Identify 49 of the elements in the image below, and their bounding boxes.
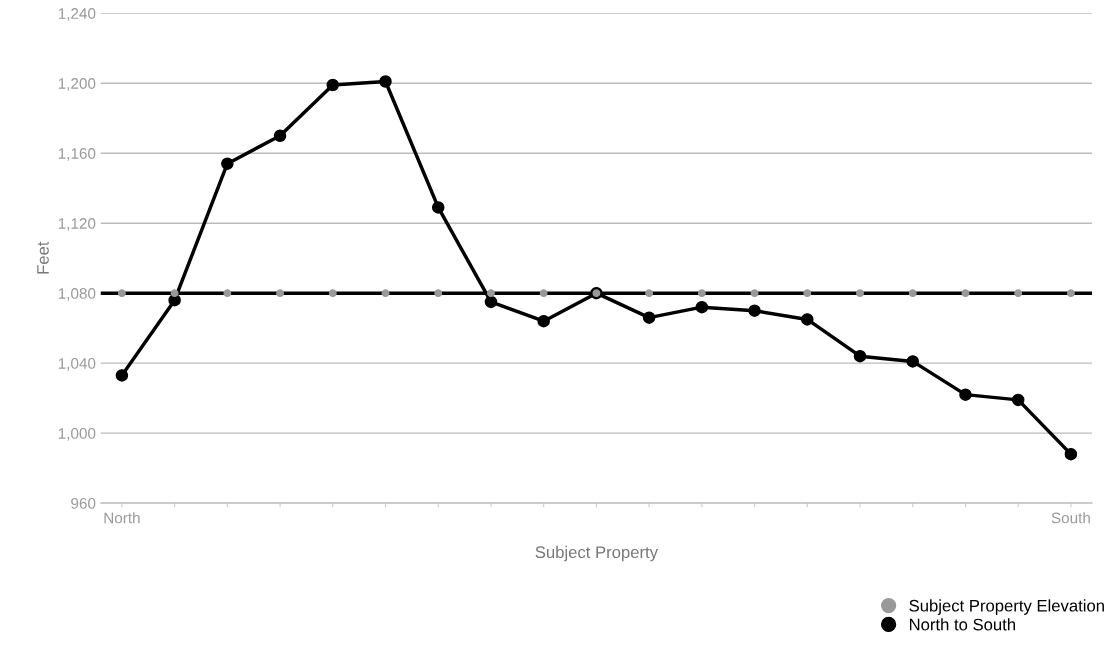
point (484, 295, 498, 309)
point (908, 289, 917, 298)
point (801, 313, 814, 326)
point (273, 129, 287, 142)
point (1066, 289, 1075, 298)
point (115, 369, 129, 382)
x-tick-label: North (104, 512, 140, 524)
point (487, 289, 495, 298)
point (276, 289, 285, 298)
point (1064, 447, 1078, 461)
point (326, 78, 340, 92)
y-tick-label: 1,000 (58, 428, 96, 441)
y-tick-label: 960 (71, 497, 96, 509)
legend-label: Subject Property Elevation (909, 599, 1104, 615)
point (697, 289, 706, 298)
point (434, 289, 443, 298)
point (117, 289, 126, 298)
point (856, 289, 864, 298)
point (750, 289, 759, 298)
point (642, 311, 656, 324)
point (539, 289, 548, 298)
point (170, 289, 179, 298)
point (748, 304, 761, 317)
point (645, 289, 654, 298)
point (328, 289, 337, 298)
x-tick-label: South (1051, 512, 1090, 524)
y-tick-label: 1,200 (58, 78, 96, 91)
point (906, 355, 919, 368)
y-tick-label: 1,240 (58, 8, 96, 21)
point (959, 388, 972, 401)
x-axis-title: Subject Property (535, 545, 658, 562)
point (221, 157, 234, 170)
point (961, 289, 970, 298)
y-tick-label: 1,040 (58, 358, 96, 371)
point (379, 75, 392, 88)
y-tick-label: 1,120 (58, 218, 96, 231)
y-axis-title: Feet (37, 241, 49, 274)
point (381, 289, 390, 298)
point (223, 289, 232, 298)
point (1014, 289, 1023, 298)
point (853, 349, 867, 363)
point (537, 314, 550, 328)
point (695, 300, 709, 314)
y-tick-label: 1,160 (58, 148, 96, 161)
point (1011, 393, 1025, 407)
point (803, 289, 812, 298)
legend-label: North to South (909, 618, 1015, 631)
y-tick-label: 1,080 (58, 288, 96, 301)
point (431, 201, 445, 214)
